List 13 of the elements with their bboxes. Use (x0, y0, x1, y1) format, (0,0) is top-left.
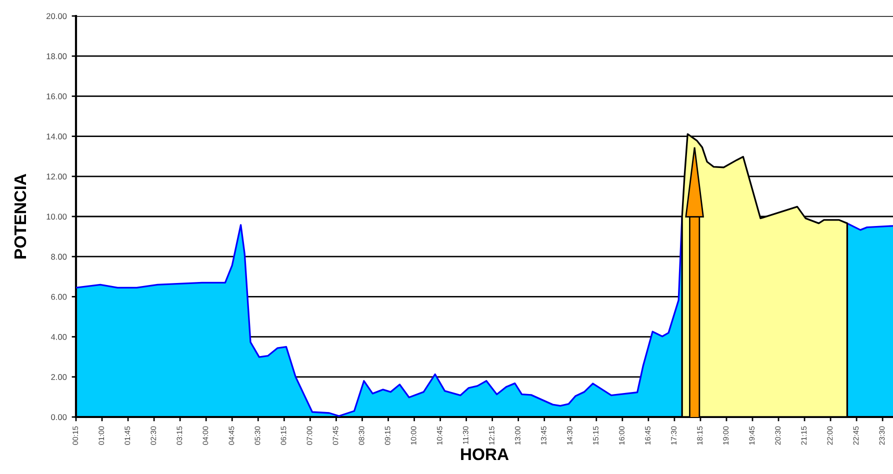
y-tick-label: 12.00 (46, 174, 67, 180)
y-tick-label: 16.00 (46, 93, 67, 100)
y-tick-label: 4.00 (50, 334, 67, 340)
x-axis-title: HORA (461, 448, 509, 460)
y-axis-title: POTENCIA (14, 174, 26, 258)
y-tick-label: 2.00 (51, 374, 67, 380)
y-tick-label: 6.00 (51, 294, 67, 300)
y-tick-label: 14.00 (46, 134, 67, 140)
y-tick-label: 8.00 (51, 254, 67, 260)
y-tick-label: 10.00 (46, 214, 67, 220)
y-tick-label: 20.00 (46, 13, 67, 20)
y-tick-label: 18.00 (46, 53, 67, 60)
y-tick-label: 0.00 (51, 414, 67, 420)
